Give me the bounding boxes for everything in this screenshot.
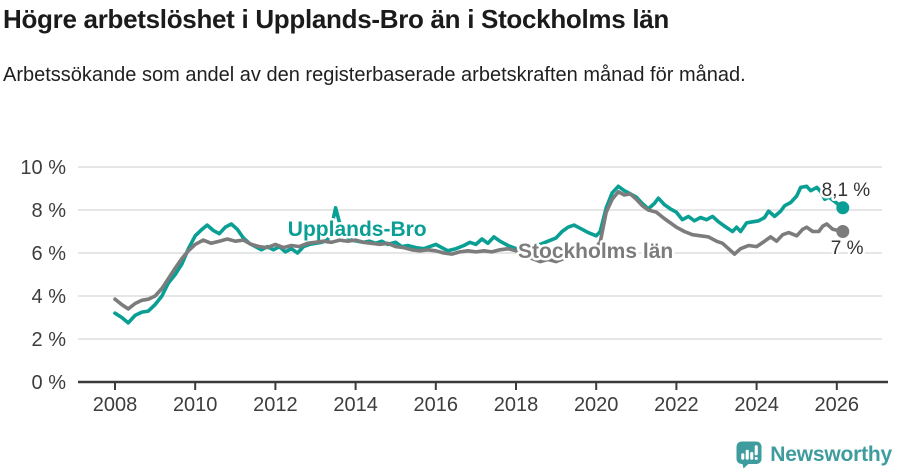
newsworthy-brand: Newsworthy — [735, 440, 892, 469]
x-tick-label: 2016 — [414, 394, 459, 416]
series-end-value-stockholms-lan: 7 % — [831, 238, 864, 259]
series-end-dot-upplands-bro — [836, 201, 850, 215]
y-tick-label: 8 % — [32, 200, 67, 222]
x-tick-label: 2024 — [734, 394, 779, 416]
y-tick-label: 0 % — [32, 372, 67, 394]
x-tick-label: 2018 — [494, 394, 539, 416]
newsworthy-logo-icon — [736, 441, 762, 469]
series-line-stockholms-lan — [113, 189, 845, 311]
chart-subtitle: Arbetssökande som andel av den registerb… — [3, 64, 746, 86]
y-tick-label: 4 % — [32, 286, 67, 308]
newsworthy-logo-text: Newsworthy — [770, 442, 892, 466]
series-line-upplands-bro — [113, 184, 845, 325]
x-tick-label: 2012 — [253, 394, 298, 416]
series-end-value-upplands-bro: 8,1 % — [822, 180, 871, 201]
series-end-dot-stockholms-lan — [836, 225, 850, 238]
y-tick-label: 10 % — [20, 157, 66, 179]
x-tick-label: 2022 — [654, 394, 699, 416]
x-tick-label: 2014 — [333, 394, 378, 416]
x-tick-label: 2010 — [173, 394, 218, 416]
series-inline-label-stockholms-lan: Stockholms län — [518, 240, 673, 263]
y-tick-label: 6 % — [32, 243, 67, 265]
chart-title: Högre arbetslöshet i Upplands-Bro än i S… — [3, 4, 669, 34]
x-tick-label: 2026 — [815, 394, 860, 416]
x-tick-label: 2020 — [574, 394, 619, 416]
series-inline-label-upplands-bro: Upplands-Bro — [288, 218, 427, 241]
x-tick-label: 2008 — [93, 394, 138, 416]
y-tick-label: 2 % — [32, 329, 67, 351]
